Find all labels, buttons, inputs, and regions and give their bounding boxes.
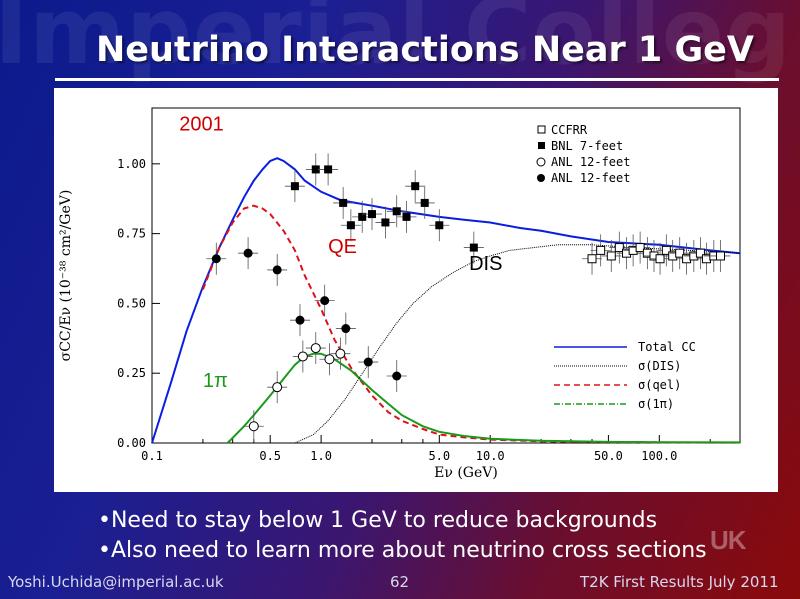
data-point-ccfrr [596,245,606,255]
legend-line-label: σ(qel) [638,378,681,392]
data-point-bnl [381,218,390,227]
legend-marker-label: ANL 12-feet [551,171,630,185]
chart-panel: 0.00 0.25 0.50 0.75 1.00 0.1 0.5 1.0 5.0 10.0 50.0… [54,88,778,492]
legend-marker-anl-closed [537,174,545,182]
data-point-bnl [435,221,444,230]
data-point-ccfrr [715,251,725,261]
y-tick-label: 1.00 [117,157,146,171]
bullet-item-backgrounds: •Need to stay below 1 GeV to reduce back… [98,508,658,533]
data-point-ccfrr [655,254,665,264]
data-point-bnl [358,212,367,221]
data-point-bnl [346,221,355,230]
legend-marker-anl-open [536,157,546,167]
legend-marker-ccfrr [537,125,546,134]
title-rule [55,78,779,81]
data-point-anl-closed [320,296,330,306]
x-tick-label: 100.0 [641,449,677,463]
legend-marker-label: ANL 12-feet [551,155,630,169]
data-point-ccfrr [614,243,624,253]
data-point-anl-closed [363,357,373,367]
x-axis-label: Eν (GeV) [434,465,498,481]
data-point-bnl [368,210,377,219]
footer-email: Yoshi.Uchida@imperial.ac.uk [8,573,224,591]
data-point-bnl [339,198,348,207]
data-point-bnl [324,165,333,174]
legend-marker-label: CCFRR [551,123,588,137]
annotation-label: QE [328,236,357,258]
data-point-anl-open [297,351,308,362]
data-point-anl-open [335,348,346,359]
x-tick-label: 10.0 [476,449,505,463]
data-point-anl-closed [295,315,305,325]
footer-talk-title: T2K First Results July 2011 [580,573,779,591]
slide-title: Neutrino Interactions Near 1 GeV [96,30,755,70]
legend-line-label: σ(1π) [638,397,674,411]
legend-line-label: Total CC [638,340,696,354]
data-point-ccfrr [675,248,685,258]
uk-logo-mark: UK [710,525,747,555]
data-point-anl-closed [392,371,402,381]
data-point-anl-closed [243,248,253,258]
y-tick-label: 0.75 [117,227,146,241]
legend-marker-bnl [538,142,545,149]
annotation-label: DIS [469,253,502,275]
college-watermark: Imperial Colleg [0,0,792,85]
bullet-item-cross-sections: •Also need to learn more about neutrino … [98,538,707,563]
data-point-bnl [311,165,320,174]
data-point-anl-closed [341,324,351,334]
x-tick-label: 0.1 [141,449,163,463]
data-point-ccfrr [606,251,616,261]
data-point-anl-closed [211,254,221,264]
data-point-bnl [420,198,429,207]
data-point-ccfrr [587,254,597,264]
data-point-ccfrr [695,248,705,258]
plot-frame [151,107,741,444]
data-point-anl-open [310,343,321,354]
y-tick-label: 0.00 [117,436,146,450]
y-tick-label: 0.25 [117,366,146,380]
data-point-bnl [290,182,299,191]
y-axis-label: σCC/Eν (10⁻³⁸ cm²/GeV) [58,190,74,362]
bullet-list: •Need to stay below 1 GeV to reduce back… [98,506,707,566]
data-point-anl-open [324,354,335,365]
cross-section-chart: 0.00 0.25 0.50 0.75 1.00 0.1 0.5 1.0 5.0 10.0 50.0… [58,107,741,481]
data-point-bnl [402,212,411,221]
data-point-anl-open [248,421,259,432]
legend-marker-label: BNL 7-feet [551,139,623,153]
legend-line-label: σ(DIS) [638,359,681,373]
x-tick-label: 0.5 [259,449,281,463]
y-tick-label: 0.50 [117,296,146,310]
data-point-bnl [469,243,478,252]
data-point-anl-closed [272,265,282,275]
x-tick-label: 50.0 [594,449,623,463]
annotation-label: 2001 [179,113,224,135]
x-tick-label: 5.0 [428,449,450,463]
data-point-bnl [411,182,420,191]
annotation-label: 1π [203,370,228,392]
data-point-anl-open [272,382,283,393]
footer-page-number: 62 [390,573,410,591]
data-point-bnl [392,207,401,216]
data-point-ccfrr [661,245,671,255]
x-tick-label: 1.0 [310,449,332,463]
data-point-ccfrr [635,243,645,253]
